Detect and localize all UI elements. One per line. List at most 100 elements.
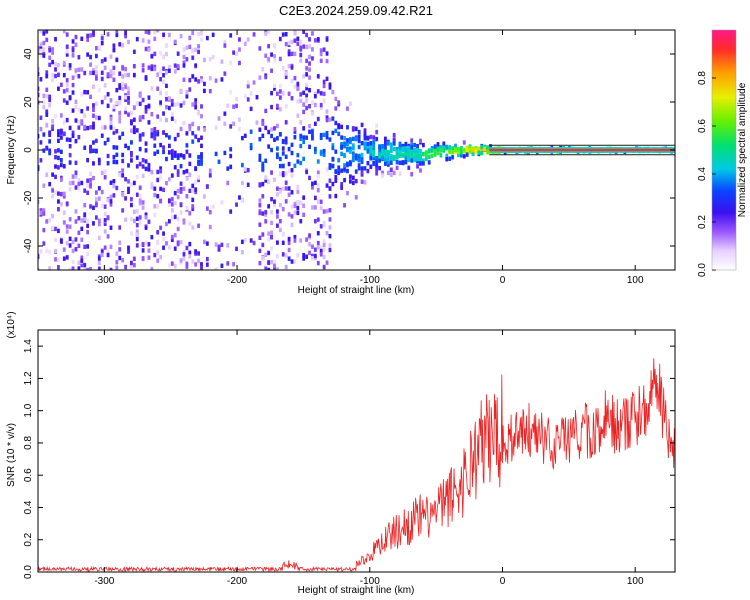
spectrogram-cell	[86, 33, 90, 39]
spectrogram-cell	[51, 77, 54, 83]
spectrogram-cell	[130, 182, 133, 187]
spectrogram-cell	[138, 220, 142, 225]
spectrogram-cell	[223, 121, 227, 126]
spectrogram-cell	[331, 130, 335, 136]
spectrogram-cell	[38, 166, 40, 172]
spectrogram-cell	[273, 54, 276, 59]
spectrogram-cell	[276, 223, 279, 228]
spectrogram-cell	[159, 100, 163, 105]
spectrogram-cell	[124, 264, 127, 270]
spectrogram-cell	[156, 204, 160, 209]
spectrogram-cell	[381, 170, 384, 176]
spectrogram-cell	[267, 43, 271, 49]
spectrogram-cell	[276, 192, 279, 197]
spectrogram-cell	[267, 179, 271, 184]
spectrogram-cell	[132, 209, 136, 215]
spectrogram-cell	[384, 157, 387, 163]
spectrogram-cell	[51, 59, 54, 65]
spectrogram-cell	[89, 171, 92, 177]
spectrogram-cell	[185, 143, 189, 148]
spectrogram-cell	[130, 264, 133, 269]
spectrogram-cell	[372, 155, 376, 161]
spectrogram-cell	[94, 101, 98, 106]
spectrogram-cell	[217, 159, 221, 164]
spectrogram-cell	[372, 150, 376, 155]
spectrogram-cell	[173, 200, 177, 206]
spectrogram-cell	[246, 182, 250, 187]
spectrogram-cell	[348, 101, 352, 106]
spectrogram-cell	[287, 247, 291, 253]
spectrogram-cell	[74, 209, 78, 214]
spectrogram-cell	[360, 170, 364, 175]
spectrogram-cell	[191, 74, 195, 79]
spectrogram-cell	[51, 193, 54, 199]
spectrogram-cell	[378, 154, 381, 159]
spectrogram-cell	[144, 212, 148, 217]
spectrogram-cell	[109, 125, 113, 130]
spectrogram-cell	[106, 197, 110, 203]
spectrogram-cell	[45, 73, 49, 79]
spectrogram-cell	[354, 154, 358, 159]
spectrogram-cell	[197, 110, 200, 116]
spectrogram-cell	[273, 259, 276, 265]
spectrogram-cell	[287, 186, 291, 191]
spectrogram-cell	[328, 217, 332, 222]
spectrogram-cell	[48, 150, 52, 156]
spectrogram-cell	[334, 169, 338, 175]
spectrogram-cell	[103, 211, 107, 217]
spectrogram-cell	[124, 143, 127, 149]
spectrogram-cell	[357, 134, 361, 139]
spectrogram-cell	[112, 183, 116, 189]
spectrogram-cell	[386, 170, 390, 176]
spectrogram-cell	[86, 106, 90, 111]
spectrogram-cell	[59, 158, 63, 163]
spectrogram-cell	[121, 81, 125, 87]
spectrogram-cell	[261, 118, 265, 124]
spectrogram-cell	[51, 47, 54, 52]
spectrogram-cell	[322, 91, 326, 97]
spectrogram-cell	[293, 134, 297, 140]
spectrogram-cell	[465, 149, 469, 154]
spectrogram-cell	[167, 198, 171, 204]
spectrogram-cell	[92, 30, 95, 36]
spectrogram-cell	[197, 31, 200, 37]
spectrogram-cell	[118, 247, 122, 252]
spectrogram-cell	[132, 49, 136, 55]
spectrogram-cell	[38, 48, 40, 54]
spectrogram-cell	[68, 236, 72, 242]
spectrogram-cell	[293, 238, 297, 243]
spectrogram-cell	[311, 129, 314, 134]
spectrogram-cell	[322, 79, 326, 85]
spectrogram-cell	[392, 138, 396, 143]
spectrogram-cell	[162, 245, 165, 250]
spectrogram-cell	[267, 144, 271, 149]
spectrogram-cell	[144, 215, 148, 220]
spectrogram-cell	[354, 136, 358, 142]
spectrogram-cell	[188, 35, 192, 41]
spectrogram-cell	[457, 149, 460, 155]
spectrogram-cell	[270, 52, 273, 57]
spectrogram-cell	[127, 86, 130, 91]
spectrogram-cell	[375, 136, 379, 142]
spectrogram-cell	[188, 44, 192, 50]
spectrogram-cell	[278, 83, 282, 89]
spectrogram-cell	[45, 172, 49, 177]
spectrogram-cell	[68, 143, 72, 149]
spectrogram-cell	[59, 135, 63, 140]
spectrogram-cell	[191, 206, 195, 212]
spectrogram-cell	[59, 113, 63, 118]
spectrogram-cell	[348, 149, 352, 154]
spectrogram-cell	[258, 136, 262, 142]
spectrogram-cell	[165, 241, 168, 246]
spectrogram-cell	[71, 130, 75, 135]
spectrogram-cell	[38, 92, 40, 98]
spectrogram-cell	[305, 97, 309, 102]
spectrogram-cell	[343, 163, 346, 168]
spectrogram-cell	[45, 123, 49, 128]
spectrogram-cell	[232, 104, 236, 109]
spectrogram-cell	[328, 117, 332, 122]
spectrogram-cell	[200, 37, 203, 42]
spectrogram-cell	[226, 243, 230, 248]
spectrogram-cell	[308, 175, 311, 181]
spectrogram-cell	[86, 183, 90, 188]
